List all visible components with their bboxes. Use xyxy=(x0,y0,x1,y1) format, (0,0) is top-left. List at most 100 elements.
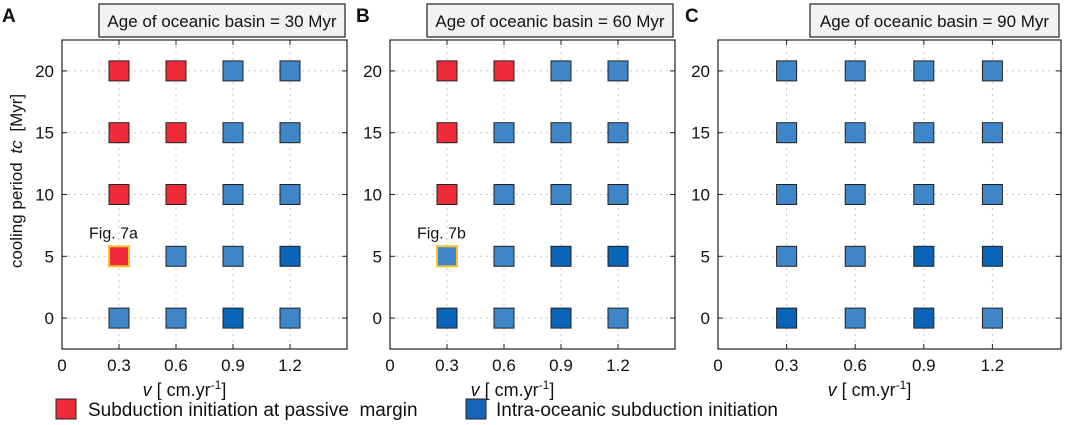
y-tick-label: 0 xyxy=(701,309,710,328)
data-point-intra xyxy=(222,60,244,82)
panel-title: Age of oceanic basin = 90 Myr xyxy=(820,12,1049,31)
x-axis-label-var: v xyxy=(828,380,842,400)
x-tick-label: 0 xyxy=(713,356,722,375)
x-tick-label: 0.3 xyxy=(107,356,131,375)
data-point-passive xyxy=(165,60,187,82)
data-point-passive xyxy=(165,122,187,144)
x-axis-label-unit: [ cm.yr xyxy=(842,380,896,400)
y-tick-label: 20 xyxy=(363,62,382,81)
legend-swatch-intra xyxy=(465,398,487,420)
x-axis-label: v [ cm.yr-1] xyxy=(471,378,555,400)
data-point-intra xyxy=(913,60,935,82)
data-point-intra xyxy=(165,307,187,329)
data-point-intra xyxy=(844,60,866,82)
data-point-passive xyxy=(108,184,130,205)
data-point-intra-dark xyxy=(550,245,572,267)
data-point-intra xyxy=(607,122,629,144)
panel-title: Age of oceanic basin = 60 Myr xyxy=(435,12,664,31)
data-point-intra-dark xyxy=(436,307,458,329)
x-axis-label-unit: [ cm.yr xyxy=(485,380,539,400)
plot-area xyxy=(718,40,1061,349)
data-point-passive xyxy=(108,122,130,144)
data-point-intra xyxy=(493,122,515,144)
annotation-label: Fig. 7b xyxy=(417,225,466,242)
data-point-intra-dark xyxy=(776,307,798,329)
data-point-intra xyxy=(550,184,572,205)
x-tick-label: 0 xyxy=(57,356,66,375)
y-tick-label: 0 xyxy=(45,309,54,328)
x-axis-label-sup: -1 xyxy=(896,378,907,392)
panel-title-box xyxy=(809,3,1060,38)
data-point-intra xyxy=(844,245,866,267)
y-tick-label: 5 xyxy=(373,247,382,266)
data-point-intra xyxy=(981,122,1003,144)
data-point-passive xyxy=(108,245,130,268)
data-point-intra xyxy=(222,245,244,267)
data-point-intra xyxy=(844,184,866,205)
y-tick-label: 5 xyxy=(701,247,710,266)
data-point-intra xyxy=(279,122,301,144)
x-tick-label: 0.9 xyxy=(549,356,573,375)
data-point-passive xyxy=(108,60,130,82)
data-point-intra-dark xyxy=(913,307,935,329)
x-axis-label-end: ] xyxy=(549,380,554,400)
y-tick-label: 5 xyxy=(45,247,54,266)
x-axis-label-end: ] xyxy=(221,380,226,400)
y-axis-label-text: cooling period xyxy=(7,162,26,268)
y-axis-label-var: tc xyxy=(7,140,26,154)
x-axis-label-sup: -1 xyxy=(211,378,222,392)
x-tick-label: 0.6 xyxy=(164,356,188,375)
data-point-passive xyxy=(493,60,515,82)
data-point-intra xyxy=(776,245,798,267)
y-tick-label: 10 xyxy=(35,186,54,205)
y-tick-label: 20 xyxy=(691,62,710,81)
y-tick-label: 15 xyxy=(35,124,54,143)
x-tick-label: 0.6 xyxy=(843,356,867,375)
legend-label-passive: Subduction initiation at passive margin xyxy=(88,400,418,420)
data-point-intra-dark xyxy=(981,245,1003,267)
y-tick-label: 0 xyxy=(373,309,382,328)
x-axis-label: v [ cm.yr-1] xyxy=(828,378,912,400)
y-tick-label: 10 xyxy=(363,186,382,205)
data-point-intra xyxy=(607,60,629,82)
x-axis-label-sup: -1 xyxy=(539,378,550,392)
data-point-intra-dark xyxy=(607,245,629,267)
data-point-passive xyxy=(165,184,187,205)
data-point-intra-dark xyxy=(279,245,301,267)
data-point-intra xyxy=(279,307,301,329)
data-point-intra xyxy=(493,245,515,267)
data-point-intra xyxy=(607,184,629,205)
y-axis-label: cooling period tc [Myr] xyxy=(7,94,26,268)
data-point-intra xyxy=(981,307,1003,329)
x-tick-label: 1.2 xyxy=(606,356,630,375)
data-point-intra-dark xyxy=(222,307,244,329)
x-tick-label: 0.3 xyxy=(435,356,459,375)
y-tick-label: 20 xyxy=(35,62,54,81)
data-point-intra xyxy=(844,307,866,329)
legend: Subduction initiation at passive margin … xyxy=(55,398,778,421)
x-tick-label: 0.9 xyxy=(221,356,245,375)
data-point-intra-dark xyxy=(913,245,935,267)
data-point-intra xyxy=(165,245,187,267)
data-point-intra xyxy=(222,122,244,144)
y-axis-label-unit: [Myr] xyxy=(7,94,26,132)
data-point-intra xyxy=(436,245,458,268)
x-tick-label: 0.6 xyxy=(492,356,516,375)
data-point-passive xyxy=(436,184,458,205)
data-point-passive xyxy=(436,60,458,82)
panel-c: 0 0.3 0.6 0.9 1.2 0 5 10 15 20 v [ cm.yr-1] C Age of… xyxy=(685,3,1062,400)
panel-b: 0 0.3 0.6 0.9 1.2 0 5 10 15 20 v [ cm.yr-1] B Age of… xyxy=(356,3,676,400)
data-point-intra xyxy=(607,307,629,329)
data-point-intra xyxy=(844,122,866,144)
data-point-intra xyxy=(913,122,935,144)
x-tick-label: 1.2 xyxy=(278,356,302,375)
y-tick-label: 15 xyxy=(691,124,710,143)
x-axis-label-var: v xyxy=(143,380,157,400)
x-axis-label-unit: [ cm.yr xyxy=(157,380,211,400)
x-tick-label: 1.2 xyxy=(981,356,1005,375)
panel-letter: A xyxy=(2,6,16,27)
y-tick-label: 10 xyxy=(691,186,710,205)
x-tick-label: 0.9 xyxy=(912,356,936,375)
data-point-intra-dark xyxy=(550,307,572,329)
